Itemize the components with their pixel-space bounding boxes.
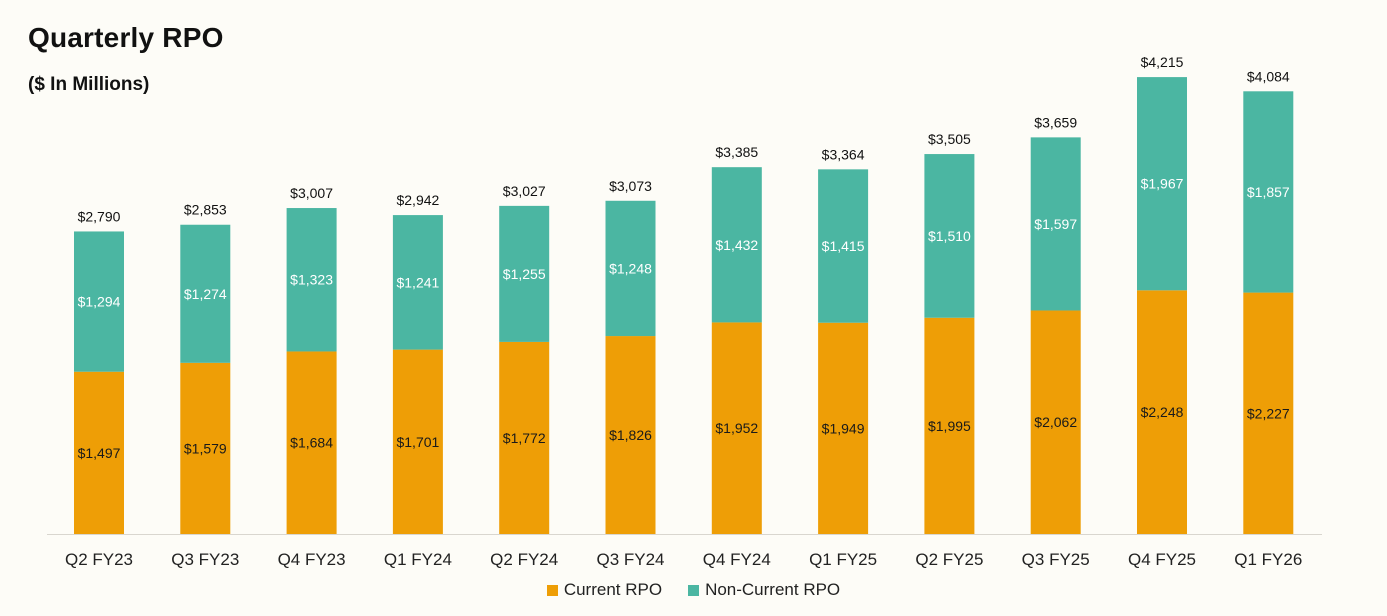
data-label-current-rpo: $2,248 [1141, 404, 1184, 420]
x-tick-label: Q1 FY24 [384, 550, 452, 569]
data-label-current-rpo: $1,826 [609, 427, 652, 443]
data-label-total: $3,073 [609, 178, 652, 194]
x-tick-label: Q1 FY26 [1234, 550, 1302, 569]
bar-current-rpo [1137, 290, 1187, 534]
x-tick-label: Q4 FY25 [1128, 550, 1196, 569]
data-label-current-rpo: $1,995 [928, 418, 971, 434]
x-tick-label: Q3 FY24 [596, 550, 664, 569]
chart-title: Quarterly RPO [28, 22, 224, 53]
legend-label-current-rpo: Current RPO [563, 580, 663, 599]
x-tick-label: Q2 FY23 [65, 550, 133, 569]
bar-current-rpo [499, 341, 550, 534]
data-label-current-rpo: $2,227 [1247, 405, 1290, 421]
data-label-non-current-rpo: $1,255 [503, 266, 546, 282]
x-tick-label: Q2 FY24 [490, 550, 558, 569]
data-label-non-current-rpo: $1,510 [928, 228, 971, 244]
legend-item-current-rpo: Current RPO [546, 580, 663, 600]
bar-non-current-rpo [605, 200, 656, 337]
data-label-current-rpo: $1,497 [78, 445, 121, 461]
data-label-current-rpo: $1,772 [503, 430, 546, 446]
x-tick-label: Q4 FY24 [703, 550, 771, 569]
data-label-current-rpo: $1,949 [822, 420, 865, 436]
x-tick-label: Q3 FY23 [171, 550, 239, 569]
bar-non-current-rpo [1243, 91, 1294, 293]
bar-current-rpo [180, 362, 231, 534]
data-label-total: $3,659 [1034, 114, 1077, 130]
data-label-non-current-rpo: $1,241 [396, 274, 439, 290]
chart-legend: Current RPO Non-Current RPO [0, 580, 1387, 600]
bar-non-current-rpo [818, 169, 869, 323]
data-label-non-current-rpo: $1,248 [609, 260, 652, 276]
bar-non-current-rpo [711, 167, 762, 323]
data-label-total: $4,084 [1247, 68, 1290, 84]
bar-non-current-rpo [180, 224, 231, 363]
chart-subtitle: ($ In Millions) [28, 74, 150, 95]
data-label-total: $3,027 [503, 183, 546, 199]
bar-current-rpo [818, 322, 869, 534]
bar-non-current-rpo [74, 231, 124, 372]
data-label-current-rpo: $1,684 [290, 435, 333, 451]
data-label-current-rpo: $1,701 [396, 434, 439, 450]
data-label-total: $3,505 [928, 131, 971, 147]
data-label-current-rpo: $2,062 [1034, 414, 1077, 430]
bar-non-current-rpo [392, 215, 443, 350]
data-label-total: $3,385 [715, 144, 758, 160]
data-label-total: $3,007 [290, 185, 333, 201]
data-label-total: $2,853 [184, 202, 227, 218]
legend-swatch-non-current-rpo [688, 584, 700, 596]
bar-current-rpo [1243, 292, 1294, 534]
x-tick-label: Q1 FY25 [809, 550, 877, 569]
data-label-current-rpo: $1,952 [715, 420, 758, 436]
x-tick-label: Q2 FY25 [915, 550, 983, 569]
legend-item-non-current-rpo: Non-Current RPO [688, 580, 840, 600]
data-label-total: $3,364 [822, 146, 865, 162]
data-label-non-current-rpo: $1,432 [715, 237, 758, 253]
bar-current-rpo [711, 322, 762, 534]
bar-non-current-rpo [1030, 137, 1081, 311]
data-label-non-current-rpo: $1,967 [1141, 176, 1184, 192]
data-label-non-current-rpo: $1,597 [1034, 216, 1077, 232]
data-label-non-current-rpo: $1,294 [78, 294, 121, 310]
data-label-total: $2,790 [78, 208, 121, 224]
data-label-non-current-rpo: $1,323 [290, 272, 333, 288]
x-tick-label: Q4 FY23 [278, 550, 346, 569]
bar-current-rpo [392, 349, 443, 534]
bar-non-current-rpo [286, 208, 337, 352]
data-label-current-rpo: $1,579 [184, 440, 227, 456]
bar-current-rpo [924, 317, 975, 534]
legend-swatch-current-rpo [546, 584, 558, 596]
x-tick-label: Q3 FY25 [1022, 550, 1090, 569]
legend-label-non-current-rpo: Non-Current RPO [705, 580, 841, 599]
bar-current-rpo [1030, 310, 1081, 534]
bar-current-rpo [286, 351, 337, 534]
data-label-total: $4,215 [1141, 54, 1184, 70]
data-label-non-current-rpo: $1,415 [822, 238, 865, 254]
data-label-non-current-rpo: $1,274 [184, 286, 227, 302]
bar-non-current-rpo [1137, 77, 1187, 291]
bar-current-rpo [74, 371, 124, 534]
bar-non-current-rpo [499, 205, 550, 342]
data-label-non-current-rpo: $1,857 [1247, 184, 1290, 200]
bar-non-current-rpo [924, 154, 975, 318]
bar-current-rpo [605, 336, 656, 534]
data-label-total: $2,942 [396, 192, 439, 208]
